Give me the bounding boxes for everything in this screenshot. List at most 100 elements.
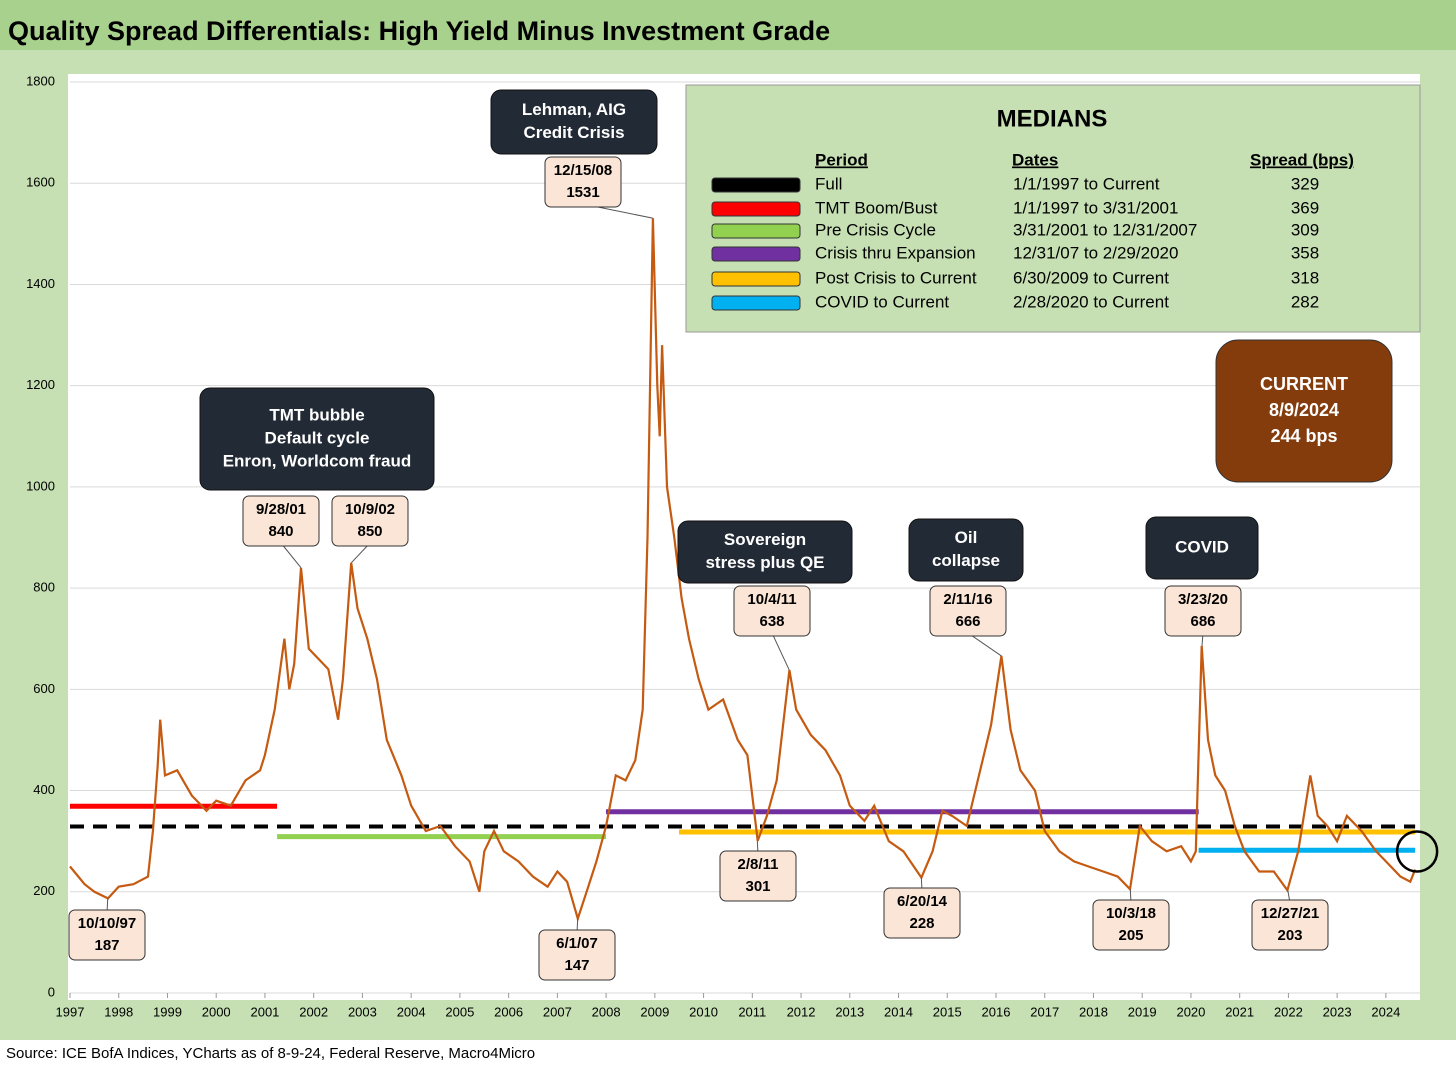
y-tick-label: 400: [33, 782, 55, 797]
callout-box: [538, 929, 616, 981]
legend-dates: 6/30/2009 to Current: [1013, 268, 1169, 287]
x-tick-label: 2018: [1079, 1004, 1108, 1019]
medians-header: Spread (bps): [1250, 150, 1354, 169]
callout-date: 9/28/01: [256, 501, 306, 518]
y-tick-label: 200: [33, 883, 55, 898]
callout-value: 205: [1118, 927, 1143, 944]
callout-box: [68, 909, 146, 961]
callout-value: 187: [94, 937, 119, 954]
legend-period: TMT Boom/Bust: [815, 198, 938, 217]
legend-spread: 318: [1291, 268, 1319, 287]
y-tick-label: 1400: [26, 276, 55, 291]
callout-date: 6/20/14: [897, 893, 948, 910]
callout-value: 666: [955, 613, 980, 630]
legend-spread: 369: [1291, 198, 1319, 217]
callout-leader: [280, 542, 302, 569]
current-label: 8/9/2024: [1269, 400, 1339, 420]
callout-date: 12/15/08: [554, 162, 612, 179]
legend-swatch: [711, 246, 801, 262]
event-label: Default cycle: [265, 428, 370, 447]
callout-date: 10/4/11: [747, 591, 796, 608]
x-tick-label: 2004: [397, 1004, 426, 1019]
medians-title: MEDIANS: [997, 105, 1108, 132]
event-box: [677, 520, 853, 584]
y-tick-label: 1200: [26, 377, 55, 392]
callout-value: 147: [564, 957, 589, 974]
x-tick-label: 2012: [787, 1004, 816, 1019]
x-tick-label: 2007: [543, 1004, 572, 1019]
legend-swatch: [711, 295, 801, 311]
event-label: Sovereign: [724, 530, 806, 549]
legend-period: COVID to Current: [815, 292, 949, 311]
legend-spread: 358: [1291, 243, 1319, 262]
legend-swatch: [711, 177, 801, 193]
callout-box: [544, 156, 622, 208]
legend-spread: 309: [1291, 220, 1319, 239]
callout-box: [1164, 585, 1242, 637]
source: Source: ICE BofA Indices, YCharts as of …: [6, 1045, 535, 1062]
x-tick-label: 2016: [982, 1004, 1011, 1019]
event-box: [490, 89, 658, 155]
medians-header: Dates: [1012, 150, 1058, 169]
callout-box: [242, 495, 320, 547]
source-bar: [0, 1040, 1456, 1070]
legend-dates: 1/1/1997 to Current: [1013, 174, 1160, 193]
x-tick-label: 2009: [640, 1004, 669, 1019]
current-marker: [1395, 830, 1439, 873]
event-label: COVID: [1175, 537, 1229, 556]
legend-period: Post Crisis to Current: [815, 268, 977, 287]
event-box: [199, 387, 435, 491]
callout-leader: [771, 632, 790, 671]
callout-date: 10/3/18: [1106, 905, 1156, 922]
legend-spread: 329: [1291, 174, 1319, 193]
callout-box: [733, 585, 811, 637]
callout-date: 2/8/11: [738, 856, 779, 873]
callout-date: 2/11/16: [943, 591, 992, 608]
legend-swatch: [711, 201, 801, 217]
callout-date: 6/1/07: [556, 935, 598, 952]
legend-spread: 282: [1291, 292, 1319, 311]
current-box: [1215, 339, 1393, 483]
legend-dates: 2/28/2020 to Current: [1013, 292, 1169, 311]
event-label: Enron, Worldcom fraud: [223, 451, 412, 470]
x-tick-label: 1997: [56, 1004, 85, 1019]
x-tick-label: 2003: [348, 1004, 377, 1019]
y-tick-label: 800: [33, 580, 55, 595]
y-tick-label: 600: [33, 681, 55, 696]
callout-box: [719, 850, 797, 902]
x-tick-label: 2010: [689, 1004, 718, 1019]
callout-box: [883, 887, 961, 939]
event-box: [1145, 516, 1259, 580]
callout-box: [1092, 899, 1170, 951]
callout-value: 840: [268, 523, 293, 540]
callout-box: [929, 585, 1007, 637]
y-tick-label: 1000: [26, 478, 55, 493]
x-tick-label: 2015: [933, 1004, 962, 1019]
event-label: Oil: [955, 528, 978, 547]
y-tick-label: 1600: [26, 175, 55, 190]
series-line: [69, 218, 1417, 923]
event-label: TMT bubble: [269, 405, 364, 424]
callout-value: 203: [1277, 927, 1302, 944]
x-tick-label: 2024: [1371, 1004, 1400, 1019]
callout-box: [331, 495, 409, 547]
event-label: collapse: [932, 551, 1000, 570]
x-tick-label: 2008: [592, 1004, 621, 1019]
y-tick-label: 0: [48, 984, 55, 999]
legend-dates: 12/31/07 to 2/29/2020: [1013, 243, 1178, 262]
legend-swatch: [711, 271, 801, 287]
legend-swatch: [711, 223, 801, 239]
x-tick-label: 2023: [1323, 1004, 1352, 1019]
x-tick-label: 2001: [250, 1004, 279, 1019]
current-label: CURRENT: [1260, 374, 1348, 394]
callout-value: 228: [909, 915, 934, 932]
event-box: [908, 518, 1024, 582]
x-tick-label: 2017: [1030, 1004, 1059, 1019]
x-tick-label: 2019: [1128, 1004, 1157, 1019]
x-tick-label: 2014: [884, 1004, 913, 1019]
callout-value: 638: [759, 613, 784, 630]
x-tick-label: 2011: [738, 1004, 766, 1019]
event-label: Credit Crisis: [523, 123, 624, 142]
medians-header: Period: [815, 150, 868, 169]
x-tick-label: 2013: [835, 1004, 864, 1019]
